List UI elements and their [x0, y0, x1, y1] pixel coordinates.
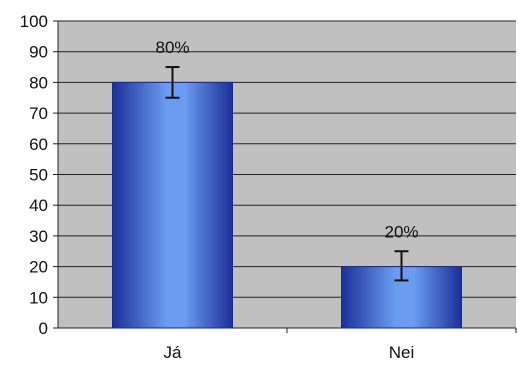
y-tick-label: 0	[39, 319, 48, 338]
data-label: 80%	[155, 38, 189, 57]
data-labels: 80% 20%	[155, 38, 418, 241]
y-tick-label: 100	[20, 12, 48, 31]
error-bars	[165, 66, 409, 282]
x-category-label: Já	[164, 343, 183, 362]
y-tick-label: 10	[29, 288, 48, 307]
data-label: 20%	[384, 222, 418, 241]
y-tick-label: 90	[29, 43, 48, 62]
bar-já	[112, 81, 233, 329]
y-tick-label: 60	[29, 135, 48, 154]
y-tick-label: 50	[29, 166, 48, 185]
y-tick-label: 40	[29, 196, 48, 215]
y-tick-label: 30	[29, 227, 48, 246]
y-tick-label: 70	[29, 104, 48, 123]
y-tick-label: 20	[29, 258, 48, 277]
y-tick-label: 80	[29, 73, 48, 92]
x-category-label: Nei	[389, 343, 415, 362]
y-axis-ticks: 0 10 20 30 40 50 60 70 80 90 100	[20, 12, 58, 338]
x-axis-labels: Já Nei	[164, 343, 415, 362]
